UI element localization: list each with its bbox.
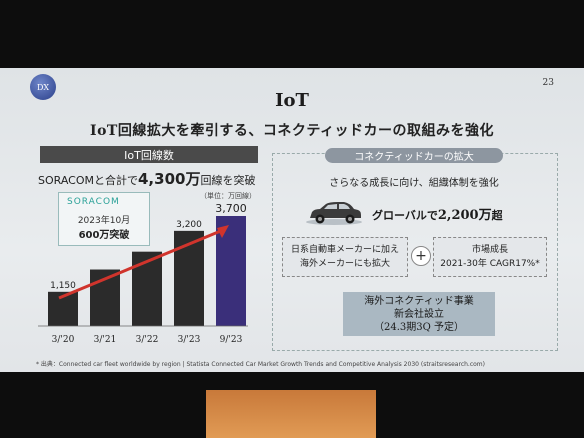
market-line2: 2021-30年 CAGR17%* xyxy=(440,259,540,269)
global-number: 2,200万 xyxy=(437,208,492,223)
new-company-box: 海外コネクティッド事業 新会社設立 （24.3期3Q 予定） xyxy=(343,292,495,336)
left-header: IoT回線数 xyxy=(40,146,258,163)
market-line1: 市場成長 xyxy=(471,245,508,255)
connected-car-tag: コネクティッドカーの拡大 xyxy=(325,148,503,163)
slide-title: IoT xyxy=(275,90,309,111)
bar-value-label-0: 1,150 xyxy=(50,281,76,291)
new-company-line2: 新会社設立 xyxy=(394,308,444,320)
podium xyxy=(206,390,376,438)
category-label-1: 3/'21 xyxy=(94,335,117,345)
category-label-2: 3/'22 xyxy=(136,335,159,345)
plus-icon: + xyxy=(411,246,431,266)
slide: DX 23 IoT IoT回線拡大を牽引する、コネクティッドカーの取組みを強化 … xyxy=(0,68,584,372)
lead-prefix: SORACOMと合計で xyxy=(38,174,138,187)
page-number: 23 xyxy=(542,78,554,88)
soracom-logo: SORACOM xyxy=(67,197,120,207)
soracom-date: 2023年10月 xyxy=(77,216,131,226)
market-growth-box: 市場成長 2021-30年 CAGR17%* xyxy=(433,237,547,277)
soracom-milestone: 600万突破 xyxy=(78,230,130,241)
global-prefix: グローバルで xyxy=(372,209,438,222)
connected-car-text: さらなる成長に向け、組織体制を強化 xyxy=(329,178,499,189)
soracom-callout: SORACOM 2023年10月 600万突破 xyxy=(58,192,150,246)
new-company-line1: 海外コネクティッド事業 xyxy=(364,295,474,307)
global-suffix: 超 xyxy=(491,209,503,222)
dx-badge: DX xyxy=(30,74,56,100)
category-label-3: 3/'23 xyxy=(178,335,201,345)
overseas-expansion-box: 日系自動車メーカーに加え 海外メーカーにも拡大 xyxy=(282,237,408,277)
lead-number: 4,300万 xyxy=(138,170,201,188)
footnote: * 出典：Connected car fleet worldwide by re… xyxy=(36,361,485,368)
global-total: グローバルで2,200万超 xyxy=(372,204,503,223)
bar-value-label-3: 3,200 xyxy=(176,220,202,230)
bar-value-label-4: 3,700 xyxy=(215,202,247,215)
iot-lines-bar-chart: 1,150 3/'20 3/'21 3/'22 3,200 3/'23 3,700 9/'23 xyxy=(38,202,248,345)
car-icon xyxy=(306,202,362,225)
category-label-4: 9/'23 xyxy=(220,335,243,345)
unit-label: （単位：万回線） xyxy=(200,192,256,200)
slide-subtitle: IoT回線拡大を牽引する、コネクティッドカーの取組みを強化 xyxy=(90,123,494,139)
lead-text: SORACOMと合計で4,300万回線を突破 xyxy=(38,168,278,189)
overseas-line1: 日系自動車メーカーに加え xyxy=(290,245,399,255)
trend-arrow-head xyxy=(217,225,229,238)
lead-suffix: 回線を突破 xyxy=(200,174,256,187)
overseas-line2: 海外メーカーにも拡大 xyxy=(299,259,390,269)
new-company-line3: （24.3期3Q 予定） xyxy=(373,321,464,333)
trend-arrow-line xyxy=(58,228,224,300)
category-label-0: 3/'20 xyxy=(52,335,75,345)
